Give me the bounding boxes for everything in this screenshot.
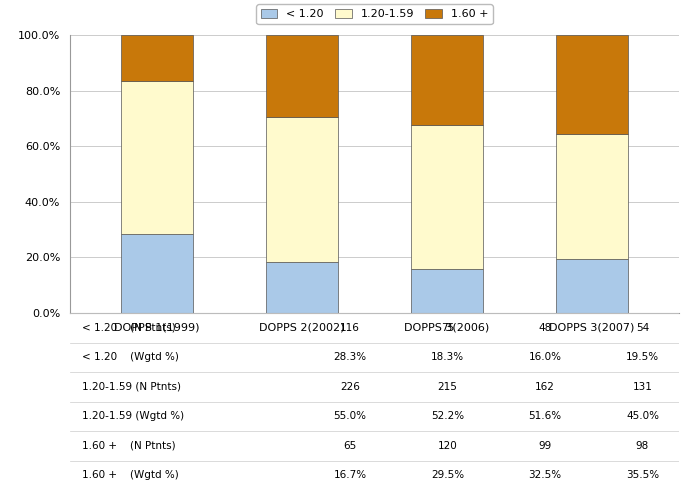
Bar [556,35,629,134]
Text: 55.0%: 55.0% [334,412,367,422]
Text: 65: 65 [344,441,357,451]
Text: 51.6%: 51.6% [528,412,561,422]
Bar [120,35,193,82]
Bar [411,268,483,313]
Text: 226: 226 [340,382,360,392]
Text: 1.20-1.59 (Wgtd %): 1.20-1.59 (Wgtd %) [82,412,184,422]
Text: 29.5%: 29.5% [431,470,464,480]
Text: 120: 120 [438,441,458,451]
Text: 54: 54 [636,323,649,333]
Bar [120,82,193,234]
Text: 16.7%: 16.7% [334,470,367,480]
Text: 1.60 +    (Wgtd %): 1.60 + (Wgtd %) [82,470,179,480]
Text: 75: 75 [441,323,454,333]
Bar [411,125,483,268]
Text: 215: 215 [438,382,458,392]
Text: 116: 116 [340,323,360,333]
Text: 16.0%: 16.0% [528,352,561,362]
Text: 99: 99 [538,441,552,451]
Text: 18.3%: 18.3% [431,352,464,362]
Text: 1.60 +    (N Ptnts): 1.60 + (N Ptnts) [82,441,176,451]
Text: 1.20-1.59 (N Ptnts): 1.20-1.59 (N Ptnts) [82,382,181,392]
Bar [266,35,338,117]
Bar [556,259,629,313]
Text: 19.5%: 19.5% [626,352,659,362]
Text: 28.3%: 28.3% [334,352,367,362]
Bar [411,34,483,125]
Text: 98: 98 [636,441,649,451]
Bar [266,117,338,262]
Text: 32.5%: 32.5% [528,470,561,480]
Text: 35.5%: 35.5% [626,470,659,480]
Bar [556,134,629,259]
Bar [266,262,338,313]
Legend: < 1.20, 1.20-1.59, 1.60 +: < 1.20, 1.20-1.59, 1.60 + [256,4,493,24]
Text: 45.0%: 45.0% [626,412,659,422]
Text: 48: 48 [538,323,552,333]
Bar [120,234,193,313]
Text: 162: 162 [535,382,555,392]
Text: 52.2%: 52.2% [431,412,464,422]
Text: < 1.20    (Wgtd %): < 1.20 (Wgtd %) [82,352,179,362]
Text: < 1.20    (N Ptnts): < 1.20 (N Ptnts) [82,323,176,333]
Text: 131: 131 [633,382,652,392]
